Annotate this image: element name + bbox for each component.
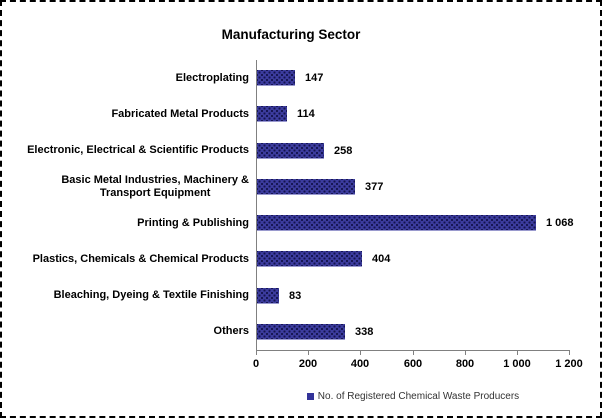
bar-row: Electroplating 147 — [2, 60, 600, 96]
x-axis-tick — [308, 351, 309, 355]
bar-row: Bleaching, Dyeing & Textile Finishing 83 — [2, 278, 600, 314]
x-axis-tick — [413, 351, 414, 355]
value-label: 377 — [365, 180, 384, 193]
bar-rows: Electroplating 147 Fabricated Metal Produc… — [2, 60, 600, 350]
x-axis-tick — [517, 351, 518, 355]
chart-title: Manufacturing Sector — [221, 27, 361, 42]
x-axis-tick-label: 1 000 — [503, 358, 531, 370]
legend-marker-icon — [306, 393, 314, 400]
category-label: Fabricated Metal Products — [111, 107, 249, 120]
x-axis-tick-label: 1 200 — [555, 358, 583, 370]
bar — [257, 287, 279, 304]
x-axis-tick-label: 200 — [298, 358, 318, 370]
value-label: 338 — [355, 325, 374, 338]
value-label: 114 — [297, 108, 315, 121]
value-label: 258 — [334, 144, 353, 157]
legend: No. of Registered Chemical Waste Produce… — [256, 391, 570, 402]
category-label: Plastics, Chemicals & Chemical Products — [32, 252, 249, 265]
bar-row: Basic Metal Industries, Machinery & Tran… — [2, 169, 600, 205]
bar — [257, 215, 536, 232]
bar — [257, 323, 345, 340]
bar — [257, 106, 287, 123]
category-label: Printing & Publishing — [137, 216, 249, 229]
x-axis-tick — [569, 351, 570, 355]
x-axis-tick-label: 0 — [252, 358, 260, 370]
bar — [257, 251, 362, 268]
bar — [257, 142, 324, 159]
category-label: Others — [213, 325, 249, 338]
value-label: 1 068 — [546, 217, 574, 230]
legend-label: No. of Registered Chemical Waste Produce… — [317, 391, 520, 402]
category-label: Electronic, Electrical & Scientific Prod… — [27, 144, 249, 157]
category-label: Bleaching, Dyeing & Textile Finishing — [53, 289, 249, 302]
x-axis-tick-label: 800 — [455, 358, 475, 370]
value-label: 404 — [372, 253, 391, 266]
x-axis-line — [256, 350, 570, 351]
x-axis-tick — [360, 351, 361, 355]
bar-row: Printing & Publishing 1 068 — [2, 205, 600, 241]
x-axis-tick — [256, 351, 257, 355]
category-label: Basic Metal Industries, Machinery & Tran… — [61, 173, 249, 199]
bar-row: Plastics, Chemicals & Chemical Products 4… — [2, 241, 600, 277]
bar — [257, 178, 355, 195]
value-label: 83 — [289, 289, 302, 302]
category-label: Electroplating — [175, 71, 249, 84]
x-axis-tick-label: 400 — [350, 358, 370, 370]
x-axis-tick — [465, 351, 466, 355]
bar-row: Electronic, Electrical & Scientific Prod… — [2, 133, 600, 169]
bar-row: Fabricated Metal Products 114 — [2, 96, 600, 132]
bar — [257, 70, 295, 87]
x-axis-tick-label: 600 — [403, 358, 423, 370]
y-axis-line — [256, 60, 257, 351]
value-label: 147 — [305, 72, 324, 85]
bar-row: Others 338 — [2, 314, 600, 350]
